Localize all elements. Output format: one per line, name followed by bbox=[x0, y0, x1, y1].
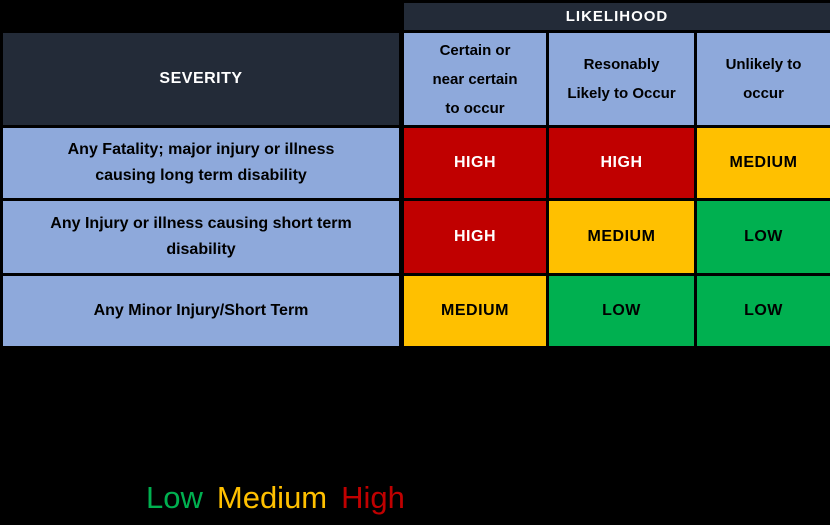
column-header-unlikely-line1: Unlikely to bbox=[725, 56, 802, 73]
column-header-certain-line3: to occur bbox=[445, 99, 505, 117]
column-header-unlikely-line2: occur bbox=[743, 85, 784, 102]
row-label-minor-injury-line1: Any Minor Injury/Short Term bbox=[93, 302, 309, 319]
column-header-certain-line2: near certain bbox=[432, 70, 518, 88]
risk-matrix-table: LIKELIHOOD SEVERITY Certain or near cert… bbox=[0, 0, 830, 349]
row-label-fatality: Any Fatality; major injury or illness ca… bbox=[0, 125, 404, 201]
column-header-reasonably-likely: Resonably Likely to Occur bbox=[546, 30, 697, 128]
risk-level-legend: Low Medium High bbox=[146, 480, 419, 516]
column-header-certain: Certain or near certain to occur bbox=[400, 30, 549, 128]
column-header-reasonably-line1: Resonably bbox=[583, 56, 660, 73]
legend-low-label: Low bbox=[146, 480, 203, 515]
risk-cell-r2c1-high: HIGH bbox=[400, 198, 549, 276]
row-label-fatality-line1: Any Fatality; major injury or illness bbox=[67, 141, 335, 158]
blank-corner-cell bbox=[0, 0, 404, 33]
risk-cell-r1c2-high: HIGH bbox=[546, 125, 697, 201]
risk-cell-r3c3-low: LOW bbox=[694, 273, 830, 349]
risk-cell-r3c2-low: LOW bbox=[546, 273, 697, 349]
risk-cell-r2c3-low: LOW bbox=[694, 198, 830, 276]
column-header-certain-line1: Certain or bbox=[439, 41, 511, 59]
legend-medium-label: Medium bbox=[216, 480, 328, 515]
column-header-unlikely: Unlikely to occur bbox=[694, 30, 830, 128]
row-label-injury-line1: Any Injury or illness causing short term bbox=[50, 215, 352, 232]
row-label-minor-injury: Any Minor Injury/Short Term bbox=[0, 273, 404, 349]
column-header-reasonably-line2: Likely to Occur bbox=[567, 85, 676, 102]
risk-cell-r3c1-medium: MEDIUM bbox=[400, 273, 549, 349]
risk-cell-r1c3-medium: MEDIUM bbox=[694, 125, 830, 201]
risk-cell-r1c1-high: HIGH bbox=[400, 125, 549, 201]
row-label-injury-line2: disability bbox=[166, 241, 236, 258]
legend-high-label: High bbox=[341, 480, 405, 515]
row-label-fatality-line2: causing long term disability bbox=[95, 167, 307, 184]
row-label-injury: Any Injury or illness causing short term… bbox=[0, 198, 404, 276]
likelihood-group-header: LIKELIHOOD bbox=[400, 0, 830, 33]
severity-header: SEVERITY bbox=[0, 30, 404, 128]
risk-cell-r2c2-medium: MEDIUM bbox=[546, 198, 697, 276]
